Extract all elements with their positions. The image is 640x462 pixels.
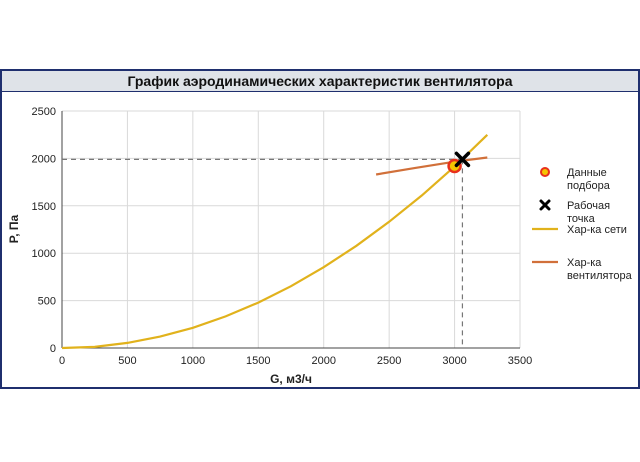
series-line	[61, 134, 489, 350]
data-point-operating	[454, 151, 471, 168]
y-tick-label: 2000	[32, 153, 56, 165]
y-axis-ticks: 0 500 1000 1500 2000 2500	[32, 106, 56, 355]
y-tick-label: 500	[38, 296, 56, 308]
grid	[61, 110, 521, 349]
x-tick-label: 3500	[508, 355, 532, 367]
x-tick-label: 1000	[181, 355, 205, 367]
legend-label: Хар-ка вентилятора	[567, 257, 633, 282]
x-tick-label: 2000	[311, 355, 335, 367]
x-tick-label: 3000	[442, 355, 466, 367]
series-group	[61, 134, 489, 350]
legend-label: Хар-ка сети	[567, 224, 627, 236]
legend-swatch	[540, 167, 550, 177]
x-tick-label: 0	[59, 355, 65, 367]
legend-label: Данные подбора	[567, 167, 611, 192]
plot-area	[62, 111, 520, 348]
series-line	[375, 156, 488, 176]
x-axis-title: G, м3/ч	[270, 372, 312, 386]
legend-swatch	[539, 199, 551, 211]
y-tick-label: 0	[50, 343, 56, 355]
y-axis-title: P, Па	[7, 214, 21, 243]
x-tick-label: 500	[118, 355, 136, 367]
legend-label: Рабочая точка	[567, 200, 610, 225]
y-tick-label: 1000	[32, 248, 56, 260]
y-tick-label: 2500	[32, 106, 56, 118]
x-tick-label: 1500	[246, 355, 270, 367]
reference-lines	[62, 158, 464, 348]
chart-title: График аэродинамических характеристик ве…	[2, 71, 638, 92]
x-tick-label: 2500	[377, 355, 401, 367]
y-tick-label: 1500	[32, 201, 56, 213]
x-axis-ticks: 0 500 1000 1500 2000 2500 3000 3500	[59, 355, 532, 367]
